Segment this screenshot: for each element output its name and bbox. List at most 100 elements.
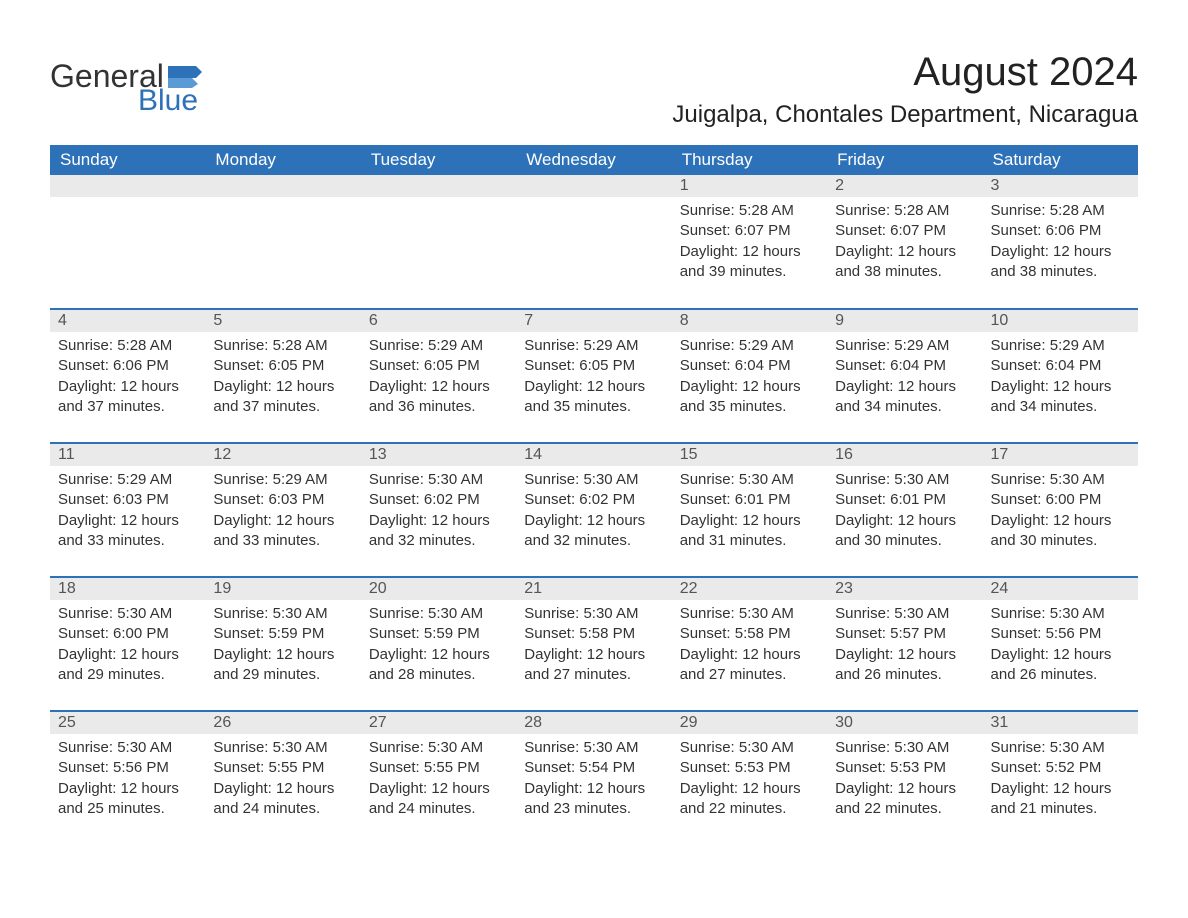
- day-number: 2: [827, 175, 982, 197]
- location-subtitle: Juigalpa, Chontales Department, Nicaragu…: [50, 101, 1138, 129]
- day-details: Sunrise: 5:30 AMSunset: 6:02 PMDaylight:…: [361, 466, 516, 559]
- day-number-empty: [205, 175, 360, 197]
- sunrise-text: Sunrise: 5:28 AM: [680, 201, 819, 221]
- sunrise-text: Sunrise: 5:30 AM: [58, 738, 197, 758]
- sunrise-text: Sunrise: 5:28 AM: [835, 201, 974, 221]
- day-details: Sunrise: 5:30 AMSunset: 5:59 PMDaylight:…: [361, 600, 516, 693]
- day-details: Sunrise: 5:30 AMSunset: 6:01 PMDaylight:…: [827, 466, 982, 559]
- day-number: 24: [983, 578, 1138, 600]
- day-number: 29: [672, 712, 827, 734]
- daylight-text: Daylight: 12 hours and 24 minutes.: [213, 779, 352, 820]
- sunset-text: Sunset: 5:54 PM: [524, 758, 663, 778]
- day-number: 1: [672, 175, 827, 197]
- calendar-table: SundayMondayTuesdayWednesdayThursdayFrid…: [50, 145, 1138, 845]
- day-details: Sunrise: 5:28 AMSunset: 6:06 PMDaylight:…: [50, 332, 205, 425]
- calendar-day-cell: [205, 175, 360, 309]
- daylight-text: Daylight: 12 hours and 26 minutes.: [991, 645, 1130, 686]
- sunset-text: Sunset: 6:00 PM: [991, 490, 1130, 510]
- sunset-text: Sunset: 5:57 PM: [835, 624, 974, 644]
- calendar-day-cell: 21Sunrise: 5:30 AMSunset: 5:58 PMDayligh…: [516, 577, 671, 711]
- day-details: Sunrise: 5:30 AMSunset: 5:59 PMDaylight:…: [205, 600, 360, 693]
- sunrise-text: Sunrise: 5:29 AM: [524, 336, 663, 356]
- calendar-day-cell: [50, 175, 205, 309]
- day-number: 5: [205, 310, 360, 332]
- day-number: 7: [516, 310, 671, 332]
- calendar-day-cell: 26Sunrise: 5:30 AMSunset: 5:55 PMDayligh…: [205, 711, 360, 845]
- weekday-header: Thursday: [672, 145, 827, 175]
- day-number: 15: [672, 444, 827, 466]
- day-number: 3: [983, 175, 1138, 197]
- calendar-head: SundayMondayTuesdayWednesdayThursdayFrid…: [50, 145, 1138, 175]
- daylight-text: Daylight: 12 hours and 28 minutes.: [369, 645, 508, 686]
- day-number-empty: [516, 175, 671, 197]
- sunrise-text: Sunrise: 5:30 AM: [369, 604, 508, 624]
- calendar-day-cell: 22Sunrise: 5:30 AMSunset: 5:58 PMDayligh…: [672, 577, 827, 711]
- sunrise-text: Sunrise: 5:28 AM: [991, 201, 1130, 221]
- day-number: 10: [983, 310, 1138, 332]
- day-details: Sunrise: 5:30 AMSunset: 6:01 PMDaylight:…: [672, 466, 827, 559]
- calendar-day-cell: 29Sunrise: 5:30 AMSunset: 5:53 PMDayligh…: [672, 711, 827, 845]
- day-details: Sunrise: 5:30 AMSunset: 5:55 PMDaylight:…: [205, 734, 360, 827]
- calendar-day-cell: 9Sunrise: 5:29 AMSunset: 6:04 PMDaylight…: [827, 309, 982, 443]
- day-number: 13: [361, 444, 516, 466]
- day-number: 30: [827, 712, 982, 734]
- daylight-text: Daylight: 12 hours and 34 minutes.: [991, 377, 1130, 418]
- day-number: 20: [361, 578, 516, 600]
- daylight-text: Daylight: 12 hours and 29 minutes.: [213, 645, 352, 686]
- daylight-text: Daylight: 12 hours and 34 minutes.: [835, 377, 974, 418]
- day-number: 17: [983, 444, 1138, 466]
- day-number: 28: [516, 712, 671, 734]
- sunrise-text: Sunrise: 5:29 AM: [369, 336, 508, 356]
- daylight-text: Daylight: 12 hours and 26 minutes.: [835, 645, 974, 686]
- calendar-day-cell: 7Sunrise: 5:29 AMSunset: 6:05 PMDaylight…: [516, 309, 671, 443]
- day-details: Sunrise: 5:29 AMSunset: 6:05 PMDaylight:…: [361, 332, 516, 425]
- calendar-week-row: 11Sunrise: 5:29 AMSunset: 6:03 PMDayligh…: [50, 443, 1138, 577]
- calendar-day-cell: 15Sunrise: 5:30 AMSunset: 6:01 PMDayligh…: [672, 443, 827, 577]
- month-year-title: August 2024: [50, 50, 1138, 95]
- sunrise-text: Sunrise: 5:30 AM: [369, 738, 508, 758]
- sunrise-text: Sunrise: 5:30 AM: [991, 604, 1130, 624]
- day-number: 14: [516, 444, 671, 466]
- daylight-text: Daylight: 12 hours and 39 minutes.: [680, 242, 819, 283]
- calendar-day-cell: 17Sunrise: 5:30 AMSunset: 6:00 PMDayligh…: [983, 443, 1138, 577]
- calendar-day-cell: 31Sunrise: 5:30 AMSunset: 5:52 PMDayligh…: [983, 711, 1138, 845]
- calendar-day-cell: 24 Sunrise: 5:30 AMSunset: 5:56 PMDayligh…: [983, 577, 1138, 711]
- calendar-day-cell: 12Sunrise: 5:29 AMSunset: 6:03 PMDayligh…: [205, 443, 360, 577]
- day-number: 6: [361, 310, 516, 332]
- day-number: 12: [205, 444, 360, 466]
- sunset-text: Sunset: 5:56 PM: [991, 624, 1130, 644]
- sunrise-text: Sunrise: 5:29 AM: [680, 336, 819, 356]
- sunrise-text: Sunrise: 5:30 AM: [680, 738, 819, 758]
- sunrise-text: Sunrise: 5:30 AM: [58, 604, 197, 624]
- day-number: 4: [50, 310, 205, 332]
- daylight-text: Daylight: 12 hours and 38 minutes.: [835, 242, 974, 283]
- sunrise-text: Sunrise: 5:28 AM: [58, 336, 197, 356]
- day-details: Sunrise: 5:30 AMSunset: 6:00 PMDaylight:…: [50, 600, 205, 693]
- sunrise-text: Sunrise: 5:29 AM: [835, 336, 974, 356]
- calendar-day-cell: [361, 175, 516, 309]
- daylight-text: Daylight: 12 hours and 25 minutes.: [58, 779, 197, 820]
- sunset-text: Sunset: 5:55 PM: [213, 758, 352, 778]
- sunset-text: Sunset: 6:04 PM: [835, 356, 974, 376]
- sunset-text: Sunset: 6:02 PM: [524, 490, 663, 510]
- day-details: Sunrise: 5:30 AMSunset: 5:57 PMDaylight:…: [827, 600, 982, 693]
- sunrise-text: Sunrise: 5:30 AM: [213, 738, 352, 758]
- weekday-header: Sunday: [50, 145, 205, 175]
- day-details: Sunrise: 5:28 AMSunset: 6:07 PMDaylight:…: [827, 197, 982, 290]
- weekday-header: Wednesday: [516, 145, 671, 175]
- calendar-body: 1Sunrise: 5:28 AMSunset: 6:07 PMDaylight…: [50, 175, 1138, 845]
- day-number: 8: [672, 310, 827, 332]
- sunrise-text: Sunrise: 5:28 AM: [213, 336, 352, 356]
- calendar-day-cell: 14Sunrise: 5:30 AMSunset: 6:02 PMDayligh…: [516, 443, 671, 577]
- logo-text-blue: Blue: [138, 86, 198, 116]
- sunrise-text: Sunrise: 5:30 AM: [991, 470, 1130, 490]
- day-number: 27: [361, 712, 516, 734]
- sunset-text: Sunset: 5:59 PM: [369, 624, 508, 644]
- sunrise-text: Sunrise: 5:30 AM: [835, 738, 974, 758]
- day-details: Sunrise: 5:30 AMSunset: 5:53 PMDaylight:…: [827, 734, 982, 827]
- calendar-day-cell: 5Sunrise: 5:28 AMSunset: 6:05 PMDaylight…: [205, 309, 360, 443]
- sunset-text: Sunset: 6:04 PM: [680, 356, 819, 376]
- day-number: 19: [205, 578, 360, 600]
- daylight-text: Daylight: 12 hours and 32 minutes.: [524, 511, 663, 552]
- daylight-text: Daylight: 12 hours and 23 minutes.: [524, 779, 663, 820]
